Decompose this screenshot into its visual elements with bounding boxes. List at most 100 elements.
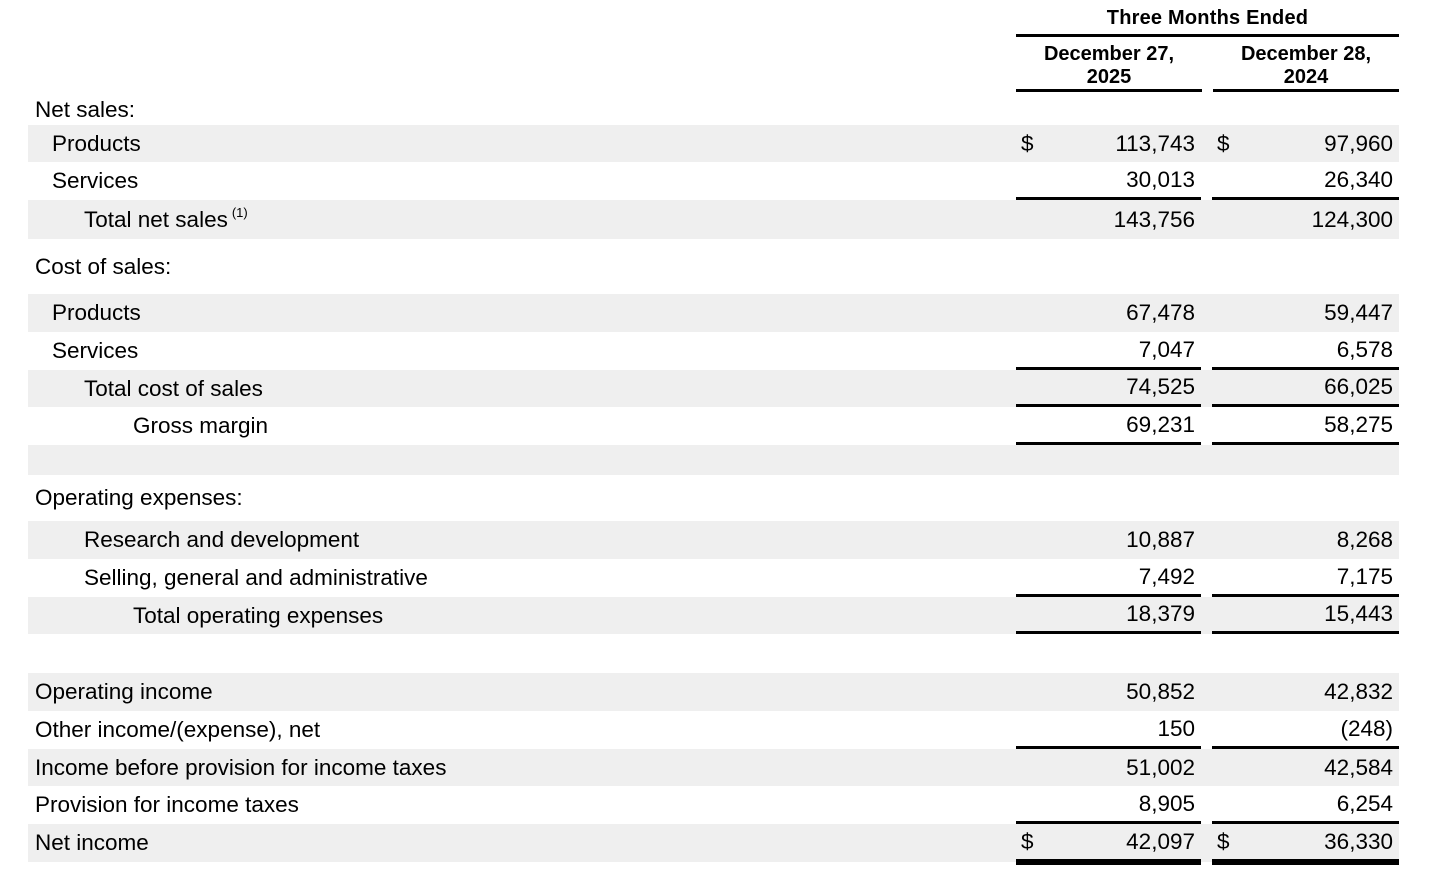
value-2025 xyxy=(1016,239,1201,294)
value-2024-amount: 26,340 xyxy=(1324,166,1393,192)
dollar-sign: $ xyxy=(1217,130,1230,156)
value-2024 xyxy=(1212,634,1399,673)
column-header-2025-line1: December 27, xyxy=(1043,43,1175,65)
value-2024: 42,584 xyxy=(1212,749,1399,786)
header-columns: Three Months Ended December 27, 2025 Dec… xyxy=(1016,6,1399,92)
value-2025 xyxy=(1016,475,1201,521)
table-spacer-row xyxy=(28,634,1399,673)
value-2025 xyxy=(1016,445,1201,475)
table-row: Total net sales (1) 143,756 124,300 xyxy=(28,200,1399,239)
value-2025: 69,231 xyxy=(1016,407,1201,445)
row-label: Income before provision for income taxes xyxy=(35,754,447,780)
table-row: Cost of sales: xyxy=(28,239,1399,294)
value-2024-amount: 58,275 xyxy=(1324,411,1393,437)
table-row: Total cost of sales 74,525 66,025 xyxy=(28,370,1399,407)
row-label: Net income xyxy=(35,830,149,855)
dollar-sign: $ xyxy=(1021,828,1034,854)
column-gap xyxy=(1201,162,1212,200)
value-2024: 26,340 xyxy=(1212,162,1399,200)
table-row: Net income $42,097 $36,330 xyxy=(28,824,1399,865)
value-2024: 15,443 xyxy=(1212,597,1399,634)
row-label xyxy=(28,445,1016,475)
column-header-2025-line2: 2025 xyxy=(1086,66,1132,88)
value-2025-amount: 113,743 xyxy=(1115,130,1195,156)
column-gap xyxy=(1201,824,1212,862)
value-2024 xyxy=(1212,239,1399,294)
row-label: Selling, general and administrative xyxy=(84,565,428,590)
row-label xyxy=(28,634,1016,673)
column-header-2024: December 28, 2024 xyxy=(1213,39,1399,92)
value-2024 xyxy=(1212,475,1399,521)
column-gap xyxy=(1201,125,1212,162)
table-row: Total operating expenses 18,379 15,443 xyxy=(28,597,1399,634)
value-2024-amount: 59,447 xyxy=(1324,300,1393,325)
column-gap xyxy=(1201,749,1212,786)
value-2024-amount: 97,960 xyxy=(1324,130,1393,156)
value-2024-amount: 42,832 xyxy=(1324,679,1393,704)
column-gap xyxy=(1201,597,1212,634)
value-2025: 10,887 xyxy=(1016,521,1201,559)
column-gap xyxy=(1201,370,1212,407)
table-row: Operating expenses: xyxy=(28,475,1399,521)
row-label: Total operating expenses xyxy=(133,602,384,628)
row-label: Operating income xyxy=(35,679,213,704)
table-spacer-row xyxy=(28,445,1399,475)
column-header-2025: December 27, 2025 xyxy=(1016,39,1202,92)
value-2025: 143,756 xyxy=(1016,200,1201,239)
value-2024: $36,330 xyxy=(1212,824,1399,865)
column-gap xyxy=(1201,94,1212,125)
dollar-sign: $ xyxy=(1021,130,1034,156)
value-2025: 150 xyxy=(1016,711,1201,749)
table-row: Services 7,047 6,578 xyxy=(28,332,1399,370)
value-2025-amount: 18,379 xyxy=(1126,601,1195,626)
value-2024: 58,275 xyxy=(1212,407,1399,445)
dollar-sign: $ xyxy=(1217,828,1230,854)
value-2024 xyxy=(1212,94,1399,125)
table-row: Operating income 50,852 42,832 xyxy=(28,673,1399,711)
value-2025-amount: 150 xyxy=(1157,715,1195,741)
value-2025-amount: 8,905 xyxy=(1138,790,1195,816)
column-gap xyxy=(1201,294,1212,332)
table-row: Research and development 10,887 8,268 xyxy=(28,521,1399,559)
row-label: Other income/(expense), net xyxy=(35,717,321,742)
value-2025: 51,002 xyxy=(1016,749,1201,786)
value-2024: 66,025 xyxy=(1212,370,1399,407)
value-2024: 59,447 xyxy=(1212,294,1399,332)
value-2025: $42,097 xyxy=(1016,824,1201,865)
value-2025: 18,379 xyxy=(1016,597,1201,634)
row-label: Research and development xyxy=(84,527,360,552)
value-2024-amount: 36,330 xyxy=(1324,828,1393,854)
column-gap xyxy=(1201,475,1212,521)
value-2024: 8,268 xyxy=(1212,521,1399,559)
table-row: Gross margin 69,231 58,275 xyxy=(28,407,1399,445)
value-2025: 30,013 xyxy=(1016,162,1201,200)
value-2024-amount: (248) xyxy=(1340,715,1393,741)
value-2025-amount: 50,852 xyxy=(1126,679,1195,704)
value-2025-amount: 74,525 xyxy=(1126,374,1195,399)
value-2025-amount: 143,756 xyxy=(1113,206,1195,232)
value-2024: 6,254 xyxy=(1212,786,1399,824)
row-label: Net sales: xyxy=(35,96,136,122)
value-2025: $113,743 xyxy=(1016,125,1201,162)
value-2025-amount: 51,002 xyxy=(1126,754,1195,780)
column-gap xyxy=(1201,786,1212,824)
table-row: Other income/(expense), net 150 (248) xyxy=(28,711,1399,749)
value-2025-amount: 10,887 xyxy=(1126,527,1195,552)
table-row: Products $113,743 $97,960 xyxy=(28,125,1399,162)
value-2025-amount: 69,231 xyxy=(1126,411,1195,437)
table-row: Selling, general and administrative 7,492… xyxy=(28,559,1399,597)
row-label: Services xyxy=(52,338,139,363)
value-2024-amount: 6,578 xyxy=(1336,336,1393,362)
value-2024-amount: 124,300 xyxy=(1311,206,1393,232)
value-2024-amount: 15,443 xyxy=(1324,601,1393,626)
value-2025: 67,478 xyxy=(1016,294,1201,332)
row-label: Services xyxy=(52,168,139,193)
table-row: Products 67,478 59,447 xyxy=(28,294,1399,332)
table-row: Services 30,013 26,340 xyxy=(28,162,1399,200)
table-row: Income before provision for income taxes… xyxy=(28,749,1399,786)
column-gap xyxy=(1201,407,1212,445)
value-2025: 74,525 xyxy=(1016,370,1201,407)
value-2025: 8,905 xyxy=(1016,786,1201,824)
row-label: Cost of sales: xyxy=(35,253,172,279)
